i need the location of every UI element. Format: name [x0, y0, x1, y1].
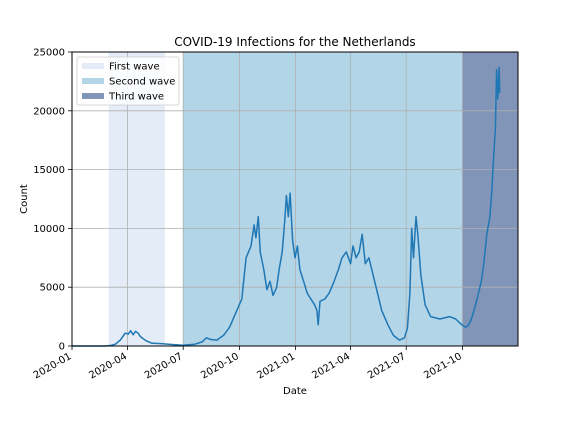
- legend-swatch-first-wave: [82, 63, 104, 69]
- chart-title: COVID-19 Infections for the Netherlands: [174, 35, 415, 49]
- legend-swatch-third-wave: [82, 93, 104, 99]
- y-axis-label: Count: [19, 184, 30, 214]
- x-axis-label: Date: [283, 386, 307, 397]
- y-tick-label: 20000: [33, 106, 65, 117]
- y-tick-label: 25000: [33, 48, 65, 59]
- band-third-wave: [462, 52, 518, 346]
- series-line-1: [72, 66, 501, 347]
- y-tick-label: 5000: [40, 283, 65, 294]
- y-tick-label: 0: [59, 342, 65, 353]
- series-lines: [72, 66, 501, 347]
- legend-swatch-second-wave: [82, 78, 104, 84]
- y-tick-label: 15000: [33, 165, 65, 176]
- y-axis: 0 5000 10000 15000 20000 25000: [33, 48, 72, 353]
- legend-label-first-wave: First wave: [109, 62, 160, 73]
- legend-label-third-wave: Third wave: [108, 92, 164, 103]
- legend: First wave Second wave Third wave: [76, 56, 180, 106]
- y-tick-label: 10000: [33, 224, 65, 235]
- band-second-wave: [183, 52, 463, 346]
- plot-frame: [71, 51, 519, 347]
- legend-label-second-wave: Second wave: [109, 77, 175, 88]
